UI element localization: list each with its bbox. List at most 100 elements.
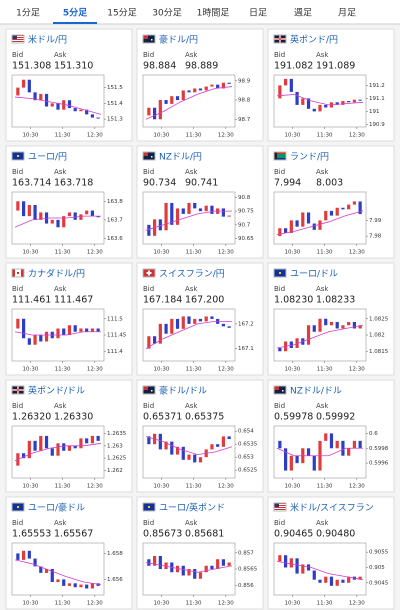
candle <box>289 455 293 471</box>
pair-name[interactable]: NZドル/円 <box>159 152 202 163</box>
candle <box>341 207 345 210</box>
plot-frame <box>273 74 367 128</box>
flag <box>11 385 25 395</box>
candle <box>175 208 180 225</box>
tab[interactable]: 5分足 <box>63 7 88 19</box>
candle <box>193 454 197 463</box>
candle <box>175 96 180 101</box>
x-tick-label: 12:30 <box>218 601 234 607</box>
candle <box>44 93 49 107</box>
y-tick-label: 1.082 <box>369 333 385 339</box>
candle <box>73 108 77 112</box>
candle <box>56 443 60 456</box>
candle <box>73 325 77 332</box>
pair-name[interactable]: NZドル/ドル <box>290 387 342 397</box>
y-tick-label: 0.9055 <box>369 550 389 556</box>
x-tick-label: 10:30 <box>22 601 38 607</box>
pair-name[interactable]: ユーロ/英ポンド <box>159 502 225 514</box>
tab[interactable]: 1分足 <box>16 8 40 19</box>
candle <box>221 559 225 566</box>
bid-label: Bid <box>274 285 285 293</box>
pair-name[interactable]: ユーロ/円 <box>28 152 67 163</box>
flag-part <box>142 151 156 161</box>
tab[interactable]: 1時間足 <box>197 8 230 19</box>
candle <box>33 92 37 101</box>
tab[interactable]: 日足 <box>249 8 267 19</box>
y-tick-label: 163.7 <box>107 217 123 223</box>
candle <box>306 448 311 456</box>
x-tick-label: 10:30 <box>22 133 38 139</box>
bid-value: 90.734 <box>143 178 176 189</box>
pair-name[interactable]: ユーロ/豪ドル <box>28 502 85 514</box>
pair-name[interactable]: 豪ドル/ドル <box>159 385 207 397</box>
candle <box>312 455 316 471</box>
candle <box>306 98 311 109</box>
candle <box>50 569 54 582</box>
candle <box>187 202 191 214</box>
y-tick-label: 0.653 <box>238 455 254 461</box>
pair-name[interactable]: カナダドル/円 <box>28 268 85 280</box>
candle <box>329 210 334 216</box>
candle <box>96 216 100 218</box>
bid-value: 0.59978 <box>274 412 313 423</box>
candle <box>96 117 100 119</box>
tab[interactable]: 30分足 <box>152 8 181 19</box>
candle <box>341 101 345 105</box>
pair-name[interactable]: スイスフラン/円 <box>159 269 225 280</box>
candle <box>170 318 174 334</box>
flag-part <box>274 152 286 160</box>
pair-name[interactable]: ユーロ/ドル <box>290 270 338 280</box>
flag-part <box>273 502 287 512</box>
pair-name[interactable]: 英ポンド/ドル <box>28 385 85 397</box>
candle <box>16 201 20 211</box>
tab[interactable]: 月足 <box>338 8 356 19</box>
candle <box>352 201 356 205</box>
y-tick-label: 0.6535 <box>238 442 258 448</box>
candle <box>335 579 339 586</box>
candle <box>216 444 220 447</box>
bid-label: Bid <box>143 519 154 527</box>
tab-bar <box>0 0 400 24</box>
candle <box>295 455 299 464</box>
tab[interactable]: 週足 <box>294 8 312 19</box>
ask-label: Ask <box>185 285 198 293</box>
candle <box>170 441 174 455</box>
ask-value: 0.90480 <box>316 529 355 540</box>
pair-name[interactable]: 米ドル/スイスフラン <box>290 502 374 514</box>
ask-value: 111.467 <box>54 295 93 306</box>
candle <box>358 99 362 101</box>
candle <box>73 583 77 588</box>
pair-name[interactable]: ランド/円 <box>290 152 329 163</box>
y-tick-label: 111.45 <box>107 333 127 339</box>
moving-average <box>145 86 233 120</box>
bid-value: 7.994 <box>274 178 301 189</box>
x-tick-label: 12:30 <box>87 601 103 607</box>
candle <box>16 553 20 560</box>
candle <box>221 82 225 89</box>
moving-average <box>14 215 101 228</box>
pair-name[interactable]: 豪ドル/円 <box>159 34 198 46</box>
pair-name[interactable]: 英ポンド/円 <box>290 34 338 46</box>
flag <box>11 502 25 512</box>
x-tick-label: 11:30 <box>55 133 71 139</box>
ask-label: Ask <box>316 285 329 293</box>
candle <box>175 565 180 573</box>
moving-average <box>276 324 364 349</box>
ask-value: 0.59992 <box>316 412 355 423</box>
pair-name[interactable]: 米ドル/円 <box>28 34 67 46</box>
tab[interactable]: 15分足 <box>107 8 136 19</box>
candle <box>90 328 94 332</box>
plot-frame <box>11 542 105 596</box>
y-tick-label: 1.656 <box>107 577 123 583</box>
flag-part <box>143 386 148 390</box>
candle <box>306 564 311 571</box>
candle <box>181 446 185 460</box>
y-tick-label: 1.658 <box>107 551 123 557</box>
candle <box>181 208 185 214</box>
candle <box>284 555 288 568</box>
y-tick-label: 151.4 <box>107 101 123 107</box>
x-tick-label: 12:30 <box>87 484 103 490</box>
ask-value: 1.08233 <box>316 295 355 306</box>
candle <box>33 205 37 220</box>
x-tick-label: 11:30 <box>186 601 202 607</box>
